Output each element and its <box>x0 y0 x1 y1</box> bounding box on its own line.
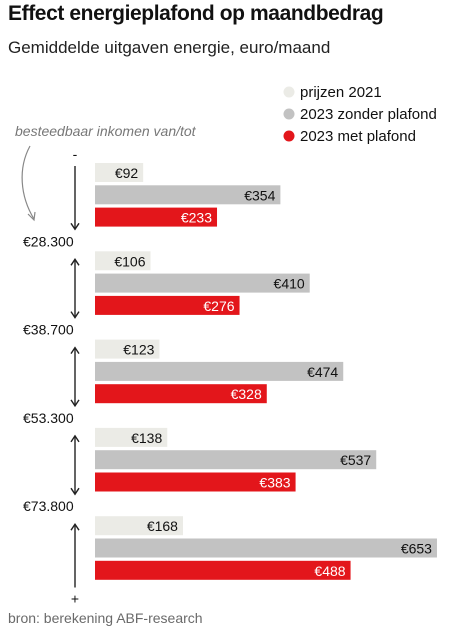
bar <box>95 560 351 580</box>
bar-value-label: €474 <box>307 364 338 380</box>
income-axis: - + €28.300 €38.700 €53.300 €73.800 <box>23 146 80 607</box>
legend-label: 2023 zonder plafond <box>300 106 437 123</box>
bar-value-label: €92 <box>115 165 139 181</box>
bar <box>95 251 151 271</box>
income-boundary-label: €28.300 <box>23 233 74 249</box>
bar <box>95 339 160 359</box>
axis-arrow-up <box>70 434 80 443</box>
axis-arrow-up <box>70 522 80 531</box>
axis-note: besteedbaar inkomen van/tot <box>15 123 197 139</box>
bar <box>95 295 240 315</box>
axis-arrow-up <box>70 346 80 354</box>
bar <box>95 472 296 492</box>
bars: €92 €354 €233 €106 €410 €276 €123 €474 €328 €138 €… <box>95 163 437 580</box>
bar <box>95 185 281 205</box>
axis-arrow-down <box>70 222 80 231</box>
axis-note-arrow <box>21 145 35 220</box>
bar-value-label: €123 <box>123 342 154 358</box>
legend-swatch <box>283 108 295 120</box>
bar-value-label: €488 <box>314 563 345 579</box>
axis-arrow-down <box>70 399 80 408</box>
bar-value-label: €537 <box>340 452 371 468</box>
legend-label: prijzen 2021 <box>300 84 382 101</box>
bar-value-label: €383 <box>259 475 290 491</box>
bar <box>95 163 144 182</box>
axis-bottom-marker: + <box>71 591 79 607</box>
chart-subtitle: Gemiddelde uitgaven energie, euro/maand <box>8 38 331 57</box>
axis-note-arrowhead <box>27 211 36 222</box>
legend-label: 2023 met plafond <box>300 128 416 145</box>
bar-value-label: €328 <box>231 386 262 402</box>
axis-arrow-up <box>70 258 80 266</box>
legend-swatch <box>283 130 295 142</box>
bar-value-label: €168 <box>147 518 178 534</box>
income-boundary-label: €53.300 <box>23 410 74 426</box>
bar-value-label: €233 <box>181 210 212 226</box>
bar <box>95 450 377 470</box>
chart-title: Effect energieplafond op maandbedrag <box>8 2 384 25</box>
legend-swatch <box>283 86 295 98</box>
bar <box>95 427 168 447</box>
axis-arrow-down <box>70 487 80 496</box>
bar <box>95 273 310 293</box>
bar <box>95 516 183 536</box>
bar <box>95 384 267 404</box>
bar-value-label: €138 <box>131 430 162 446</box>
bar-value-label: €106 <box>114 253 145 269</box>
bar-value-label: €276 <box>203 298 234 314</box>
source-note: bron: berekening ABF-research <box>8 610 203 626</box>
bar-value-label: €653 <box>401 541 432 557</box>
income-boundary-label: €38.700 <box>23 322 74 338</box>
axis-arrow-down <box>70 311 80 319</box>
bar-value-label: €354 <box>244 187 275 203</box>
bar <box>95 538 437 558</box>
legend: prijzen 2021 2023 zonder plafond 2023 met … <box>283 84 437 145</box>
bar <box>95 361 344 381</box>
bar <box>95 207 218 227</box>
income-boundary-label: €73.800 <box>23 498 74 514</box>
axis-top-marker: - <box>73 146 78 162</box>
bar-value-label: €410 <box>274 276 305 292</box>
